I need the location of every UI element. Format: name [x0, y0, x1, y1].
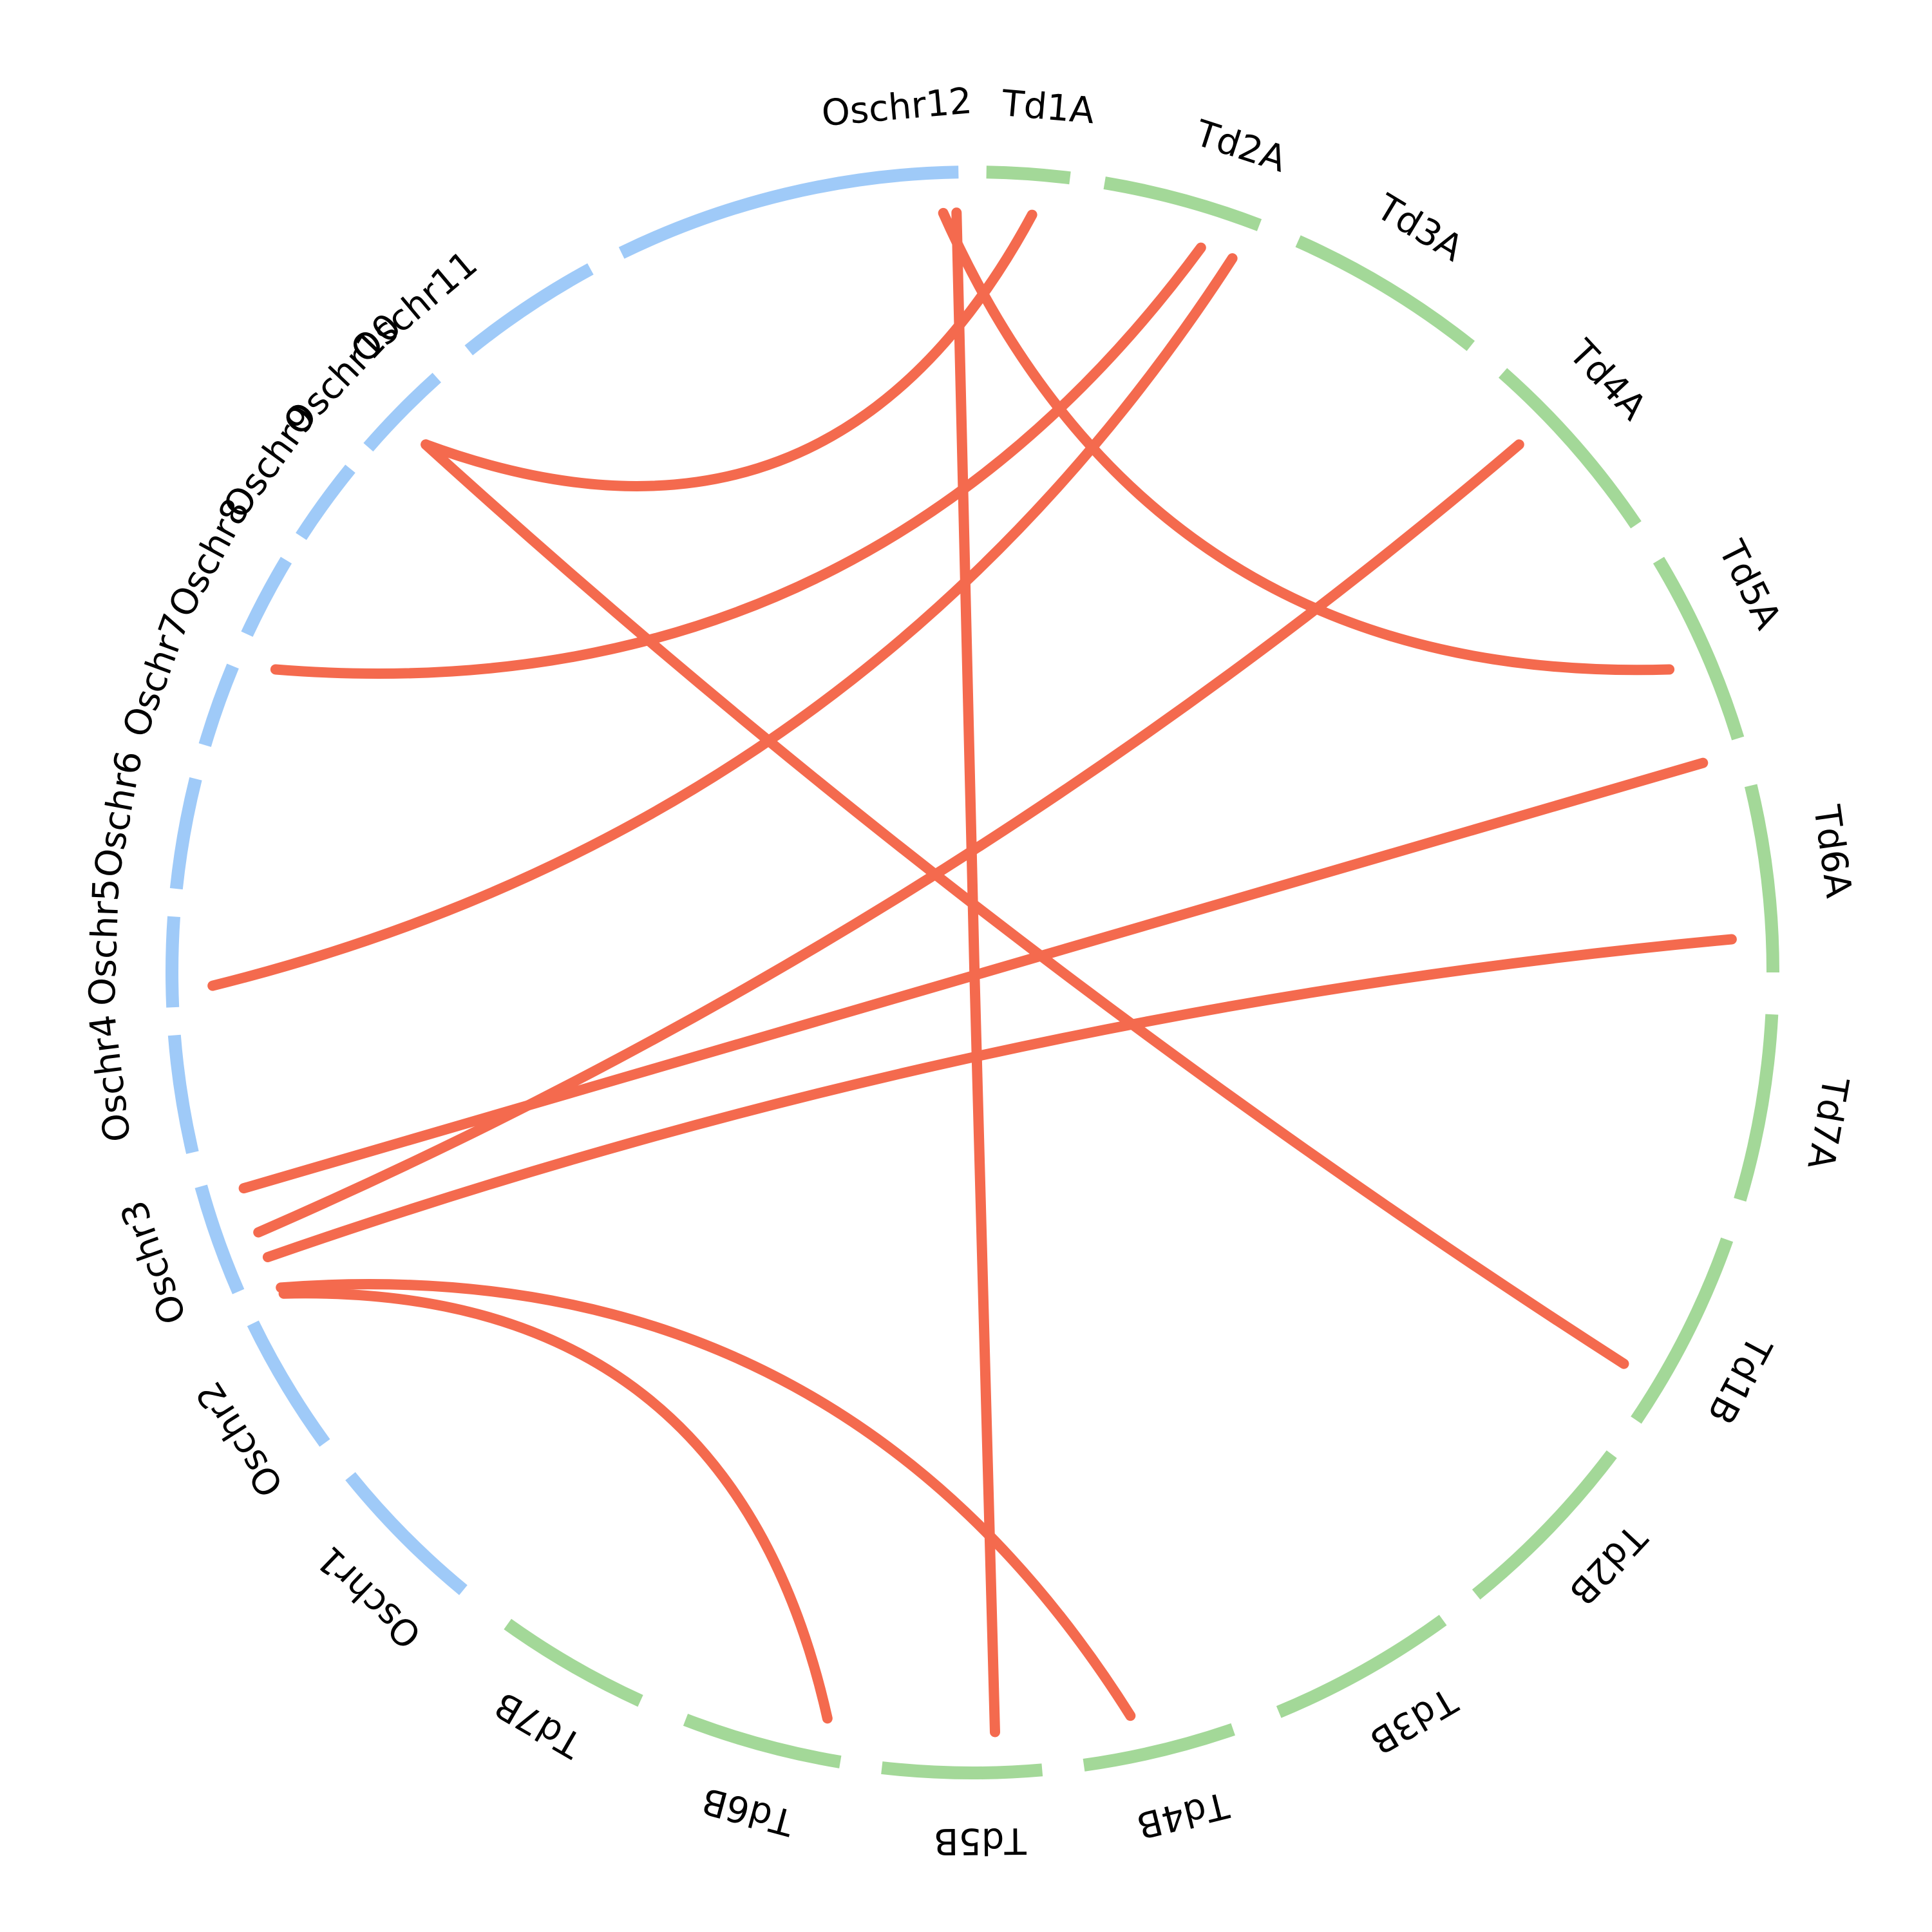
chromosome-arc-td6b [683, 1714, 842, 1768]
link-oschr10-td1a [421, 209, 1037, 491]
label-oschr3: Oschr3 [113, 1195, 194, 1330]
chromosome-ring [166, 166, 1780, 1780]
label-oschr7: Oschr7 [115, 609, 198, 743]
chromosome-arc-oschr4 [167, 1034, 199, 1154]
link-oschr2-td6a [262, 934, 1737, 1262]
chromosome-arc-oschr12 [618, 166, 959, 259]
chromosome-arc-td5a [1653, 556, 1745, 741]
label-td1a: Td1A [999, 82, 1096, 132]
label-td7b: Td7B [488, 1683, 589, 1766]
link-oschr3-td4b [276, 1279, 1136, 1721]
link-oschr7-td2a [270, 242, 1206, 679]
chromosome-arc-td1b [1631, 1237, 1734, 1424]
label-oschr6: Oschr6 [86, 748, 151, 881]
label-td5b: Td5B [934, 1819, 1027, 1862]
label-oschr11: Oschr11 [343, 243, 486, 372]
link-oschr10-td1b [421, 439, 1629, 1369]
chromosome-arc-oschr10 [363, 372, 441, 452]
link-oschr3-td4a [253, 439, 1524, 1238]
label-td5a: Td5A [1710, 534, 1789, 636]
chromosome-arc-td4b [1083, 1723, 1235, 1772]
label-td4a: Td4A [1560, 332, 1654, 428]
chromosome-arc-td2a [1103, 176, 1262, 231]
label-oschr1: Oschr1 [309, 1538, 430, 1656]
label-td4b: Td4B [1133, 1783, 1233, 1846]
label-td3a: Td3A [1368, 186, 1470, 270]
chromosome-arc-oschr2 [247, 1320, 330, 1447]
label-td2b: Td2B [1560, 1516, 1654, 1613]
chromosome-arc-td4a [1498, 368, 1642, 529]
chromosome-arc-oschr9 [296, 464, 355, 540]
label-td6a: Td6A [1805, 802, 1860, 900]
label-oschr2: Oschr2 [188, 1374, 292, 1504]
label-oschr5: Oschr5 [82, 878, 128, 1007]
chromosome-arc-oschr7 [198, 663, 239, 747]
label-td6b: Td6B [697, 1779, 799, 1843]
chromosome-arc-oschr3 [194, 1184, 245, 1294]
chromosome-arc-td5b [881, 1761, 1043, 1780]
link-oschr12-td5a [938, 207, 1675, 676]
chromosome-arc-td3b [1276, 1615, 1447, 1718]
chromosome-arc-td2b [1472, 1450, 1617, 1600]
label-td1b: Td1B [1699, 1329, 1779, 1430]
link-oschr2-td6b [278, 1288, 833, 1724]
label-td7a: Td7A [1799, 1074, 1856, 1173]
link-oschr3-td5a [238, 757, 1709, 1194]
chromosome-arc-oschr5 [166, 916, 180, 1008]
label-td2a: Td2A [1189, 112, 1291, 181]
chromosome-arc-oschr11 [464, 263, 594, 355]
chromosome-arc-oschr8 [241, 556, 292, 637]
synteny-links [207, 207, 1737, 1738]
chromosome-arc-td7a [1734, 1014, 1779, 1202]
chromosome-arc-td6a [1744, 784, 1780, 973]
chromosome-arc-oschr1 [345, 1472, 468, 1595]
label-oschr12: Oschr12 [820, 80, 974, 135]
link-oschr4-td2a [207, 253, 1238, 991]
chromosome-arc-oschr6 [169, 777, 202, 890]
chromosome-arc-td1a [986, 166, 1071, 185]
chromosome-arc-td3a [1295, 235, 1475, 352]
chromosome-arc-td7b [504, 1618, 643, 1707]
label-td3b: Td3B [1363, 1679, 1464, 1763]
label-oschr4: Oschr4 [82, 1012, 139, 1144]
